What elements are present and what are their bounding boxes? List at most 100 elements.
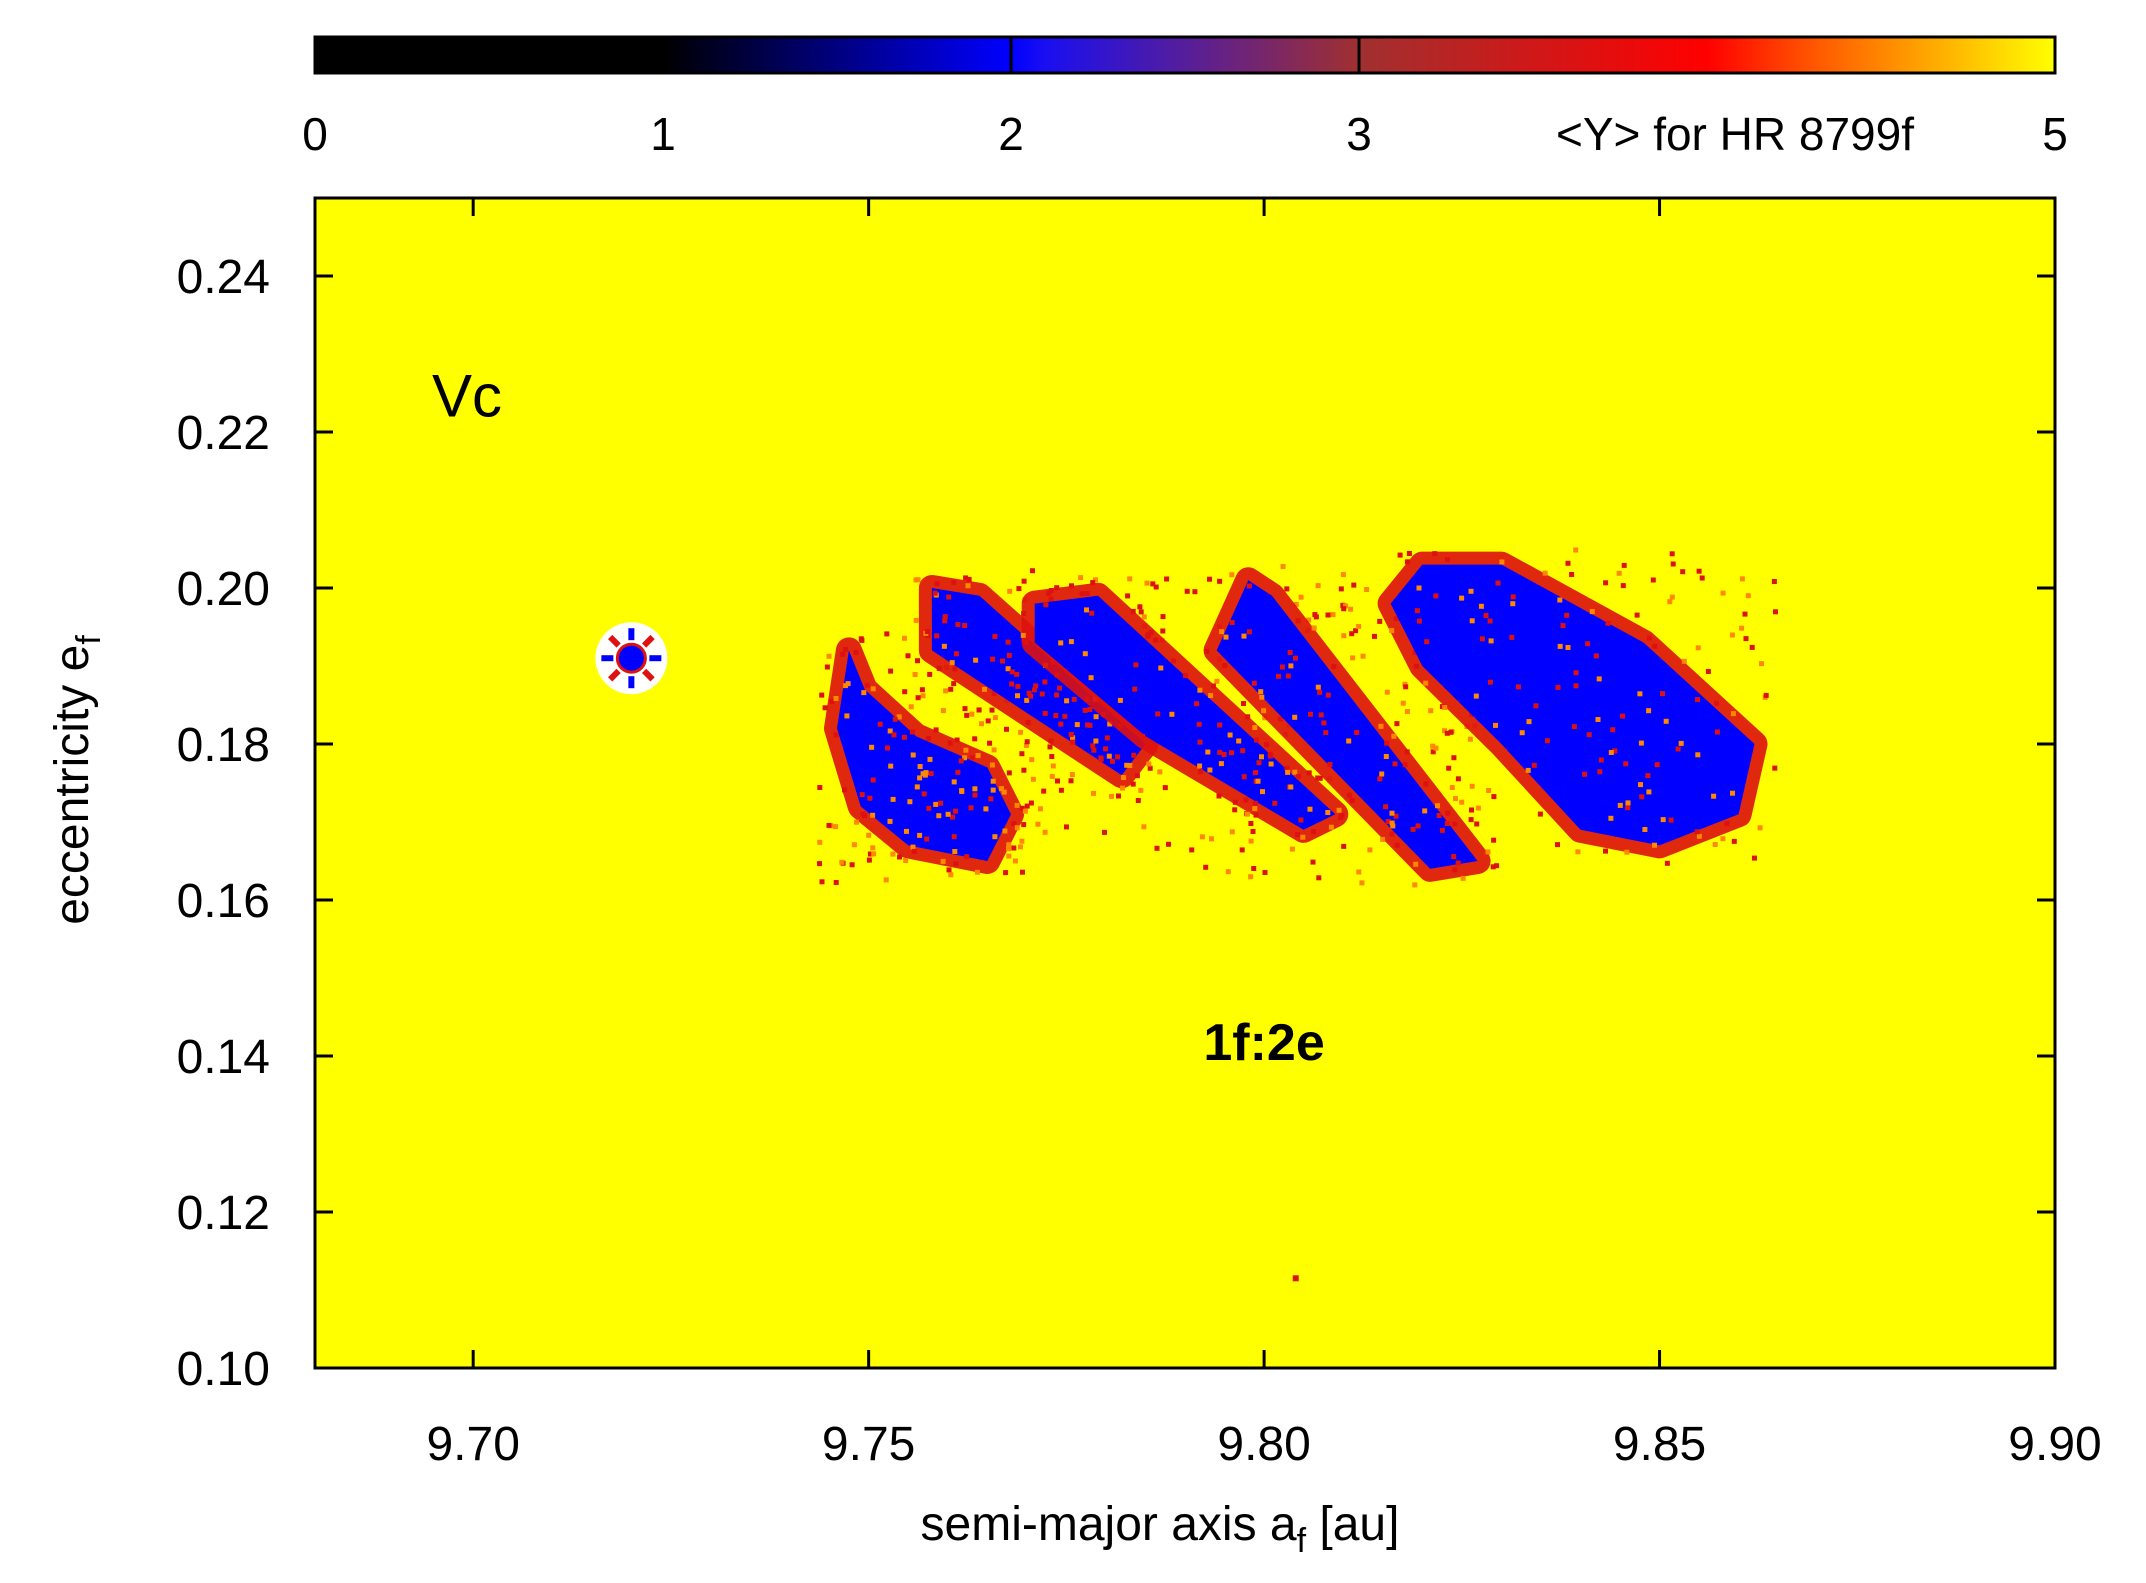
speckle [1047,744,1053,750]
speckle [1444,557,1450,563]
speckle [1288,784,1294,790]
speckle [1646,635,1652,641]
speckle [1444,730,1450,736]
speckle [1469,783,1475,789]
speckle [1011,845,1017,851]
speckle [934,633,940,639]
annotation-resonance: 1f:2e [1203,1014,1324,1072]
speckle [1216,793,1222,799]
speckle [1088,675,1094,681]
speckle [1596,676,1602,682]
speckle [964,712,970,718]
speckle [817,839,823,845]
speckle [1598,757,1604,763]
speckle [1491,837,1497,843]
speckle [1452,821,1458,827]
speckle [1244,811,1250,817]
region-core [1390,564,1755,846]
speckle [1155,711,1161,717]
speckle [1203,864,1209,870]
speckle [1147,765,1153,771]
speckle [1589,609,1595,615]
speckle [966,576,972,582]
speckle [1430,743,1436,749]
speckle [902,635,907,641]
speckle [1030,776,1036,782]
speckle [1018,844,1023,850]
speckle [915,658,920,664]
y-tick-label: 0.18 [177,719,270,772]
speckle [1003,870,1009,876]
speckle [1612,748,1618,754]
speckle [1093,738,1099,744]
speckle [1014,825,1020,831]
speckle [877,721,883,727]
speckle [1311,625,1317,631]
speckle [1372,633,1377,639]
speckle [1742,611,1748,617]
speckle [1346,738,1352,744]
speckle [1028,693,1034,699]
speckle [1533,703,1539,709]
speckle [1449,785,1455,790]
speckle [1124,762,1130,768]
speckle [1184,588,1190,594]
speckle [1284,586,1290,592]
speckle [908,704,914,710]
speckle [1410,826,1416,832]
speckle [1403,684,1409,690]
speckle [1383,804,1389,810]
speckle [860,811,866,817]
speckle [1196,721,1202,727]
speckle [829,698,835,704]
speckle [842,787,847,793]
speckle [819,692,825,698]
speckle [1452,867,1458,873]
speckle [987,740,993,746]
speckle [946,867,952,873]
speckle [989,707,995,713]
speckle [1058,640,1064,646]
speckle [1416,585,1422,591]
speckle [1519,730,1525,736]
speckle [1620,713,1626,719]
speckle [892,716,898,722]
speckle [1435,803,1440,809]
speckle [1041,788,1047,794]
speckle [1009,669,1015,675]
speckle [1473,693,1479,699]
speckle [1455,860,1461,866]
speckle [1390,823,1396,829]
speckle [1316,875,1322,881]
speckle [1000,658,1005,664]
speckle [1253,770,1258,776]
speckle [1221,752,1227,757]
speckle [1404,709,1410,714]
speckle [884,631,890,637]
speckle [933,727,939,733]
speckle [1121,775,1127,780]
colorbar-tick-label: 2 [998,108,1024,160]
speckle [1460,875,1466,881]
speckle [817,861,822,867]
speckle [817,785,823,790]
speckle [840,651,846,657]
speckle [1730,790,1735,796]
speckle [1341,843,1347,849]
speckle [1285,673,1291,679]
speckle [1340,602,1346,608]
speckle [1019,838,1025,844]
speckle [1763,692,1769,698]
speckle [1325,810,1331,815]
speckle [1227,732,1233,738]
speckle [1531,762,1537,768]
speckle [1317,775,1323,781]
speckle [1328,824,1334,830]
speckle [955,622,961,628]
speckle [915,577,921,583]
speckle [1144,580,1150,586]
speckle [1087,707,1093,712]
speckle [1093,577,1098,583]
speckle [1251,866,1257,871]
speckle [1315,583,1321,589]
